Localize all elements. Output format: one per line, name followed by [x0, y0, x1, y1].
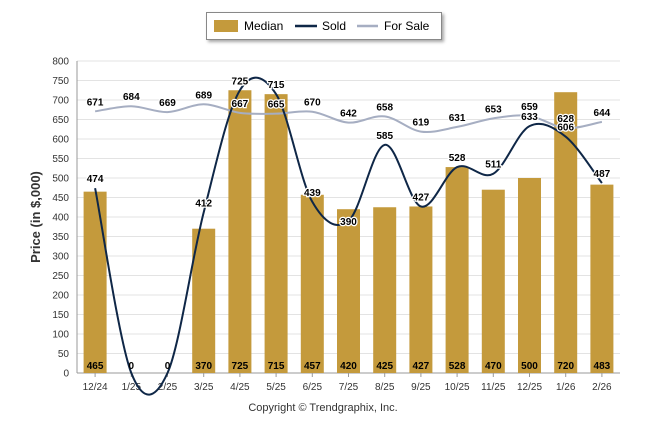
- y-tick-label: 500: [52, 174, 69, 185]
- sold-data-label: 474: [87, 174, 104, 185]
- x-tick-label: 1/25: [122, 382, 142, 393]
- bar-median: [228, 90, 252, 373]
- bar-median: [300, 194, 324, 373]
- for-sale-data-label: 689: [195, 90, 212, 101]
- bar-median: [590, 184, 614, 373]
- y-tick-label: 750: [52, 76, 69, 87]
- sold-data-label: 390: [340, 217, 357, 228]
- x-tick-label: 6/25: [303, 382, 323, 393]
- y-axis-title: Price (in $,000): [28, 171, 43, 263]
- median-data-label: 425: [376, 361, 393, 372]
- bar-median: [373, 207, 397, 373]
- sold-data-label: 427: [413, 192, 430, 203]
- median-data-label: 725: [232, 361, 249, 372]
- sold-data-label: 606: [557, 123, 574, 134]
- bar-median: [409, 206, 433, 373]
- x-tick-label: 12/24: [83, 382, 108, 393]
- y-tick-label: 450: [52, 193, 69, 204]
- x-tick-label: 4/25: [230, 382, 250, 393]
- sold-data-label: 715: [268, 80, 285, 91]
- for-sale-data-label: 644: [594, 108, 611, 119]
- median-data-label: 0: [165, 361, 171, 372]
- bar-median: [83, 191, 107, 373]
- for-sale-data-label: 671: [87, 97, 104, 108]
- x-tick-label: 10/25: [445, 382, 470, 393]
- bar-median: [445, 167, 469, 373]
- median-data-label: 483: [594, 361, 611, 372]
- y-tick-label: 0: [63, 369, 69, 380]
- for-sale-data-label: 667: [232, 99, 249, 110]
- for-sale-data-label: 659: [521, 102, 538, 113]
- line-for-sale: [94, 103, 603, 133]
- x-tick-label: 2/25: [158, 382, 178, 393]
- bar-median: [518, 178, 541, 373]
- sold-data-label: 487: [594, 169, 611, 180]
- for-sale-data-label: 684: [123, 92, 140, 103]
- x-tick-label: 5/25: [266, 382, 286, 393]
- y-tick-label: 200: [52, 291, 69, 302]
- y-tick-label: 800: [52, 57, 69, 68]
- x-tick-label: 9/25: [411, 382, 431, 393]
- x-tick-label: 1/26: [556, 382, 576, 393]
- sold-data-label: 439: [304, 188, 321, 199]
- for-sale-data-label: 665: [268, 100, 285, 111]
- y-tick-label: 50: [58, 349, 70, 360]
- y-tick-label: 550: [52, 154, 69, 165]
- x-tick-label: 2/26: [592, 382, 612, 393]
- y-tick-label: 250: [52, 271, 69, 282]
- median-data-label: 465: [87, 361, 104, 372]
- median-data-label: 715: [268, 361, 285, 372]
- median-data-label: 0: [129, 361, 135, 372]
- bar-median: [337, 209, 360, 373]
- sold-data-label: 633: [521, 112, 538, 123]
- y-tick-label: 650: [52, 115, 69, 126]
- for-sale-data-label: 631: [449, 113, 466, 124]
- for-sale-data-label: 619: [413, 118, 430, 129]
- x-tick-label: 12/25: [517, 382, 542, 393]
- y-tick-label: 300: [52, 252, 69, 263]
- bar-median: [481, 189, 505, 373]
- x-tick-label: 7/25: [339, 382, 359, 393]
- median-data-label: 370: [195, 361, 212, 372]
- sold-data-label: 528: [449, 153, 466, 164]
- x-tick-label: 11/25: [481, 382, 506, 393]
- median-data-label: 500: [521, 361, 538, 372]
- for-sale-data-label: 670: [304, 98, 321, 109]
- legend-label-for-sale: For Sale: [384, 19, 430, 33]
- legend-swatch-median: [214, 20, 238, 32]
- y-tick-label: 150: [52, 310, 69, 321]
- legend-box: [206, 12, 442, 40]
- median-data-label: 470: [485, 361, 502, 372]
- median-data-label: 427: [413, 361, 430, 372]
- for-sale-data-label: 658: [376, 102, 393, 113]
- bar-median: [264, 94, 288, 374]
- median-data-label: 420: [340, 361, 357, 372]
- y-tick-label: 350: [52, 232, 69, 243]
- sold-data-label: 585: [376, 131, 393, 142]
- bar-median: [192, 228, 216, 373]
- sold-data-label: 511: [485, 160, 502, 171]
- line-sold: [94, 76, 603, 396]
- median-data-label: 720: [557, 361, 574, 372]
- bar-median: [554, 92, 578, 373]
- sold-data-label: 725: [232, 76, 249, 87]
- y-tick-label: 100: [52, 330, 69, 341]
- for-sale-data-label: 642: [340, 109, 357, 120]
- for-sale-data-label: 628: [557, 114, 574, 125]
- y-tick-label: 700: [52, 96, 69, 107]
- copyright: Copyright © Trendgraphix, Inc.: [248, 402, 398, 414]
- for-sale-data-label: 669: [159, 98, 176, 109]
- sold-data-label: 412: [195, 198, 212, 209]
- legend-label-sold: Sold: [322, 19, 346, 33]
- for-sale-data-label: 653: [485, 104, 502, 115]
- y-tick-label: 400: [52, 213, 69, 224]
- x-tick-label: 8/25: [375, 382, 395, 393]
- y-tick-label: 600: [52, 135, 69, 146]
- median-data-label: 457: [304, 361, 321, 372]
- median-data-label: 528: [449, 361, 466, 372]
- x-tick-label: 3/25: [194, 382, 214, 393]
- legend-label-median: Median: [244, 19, 283, 33]
